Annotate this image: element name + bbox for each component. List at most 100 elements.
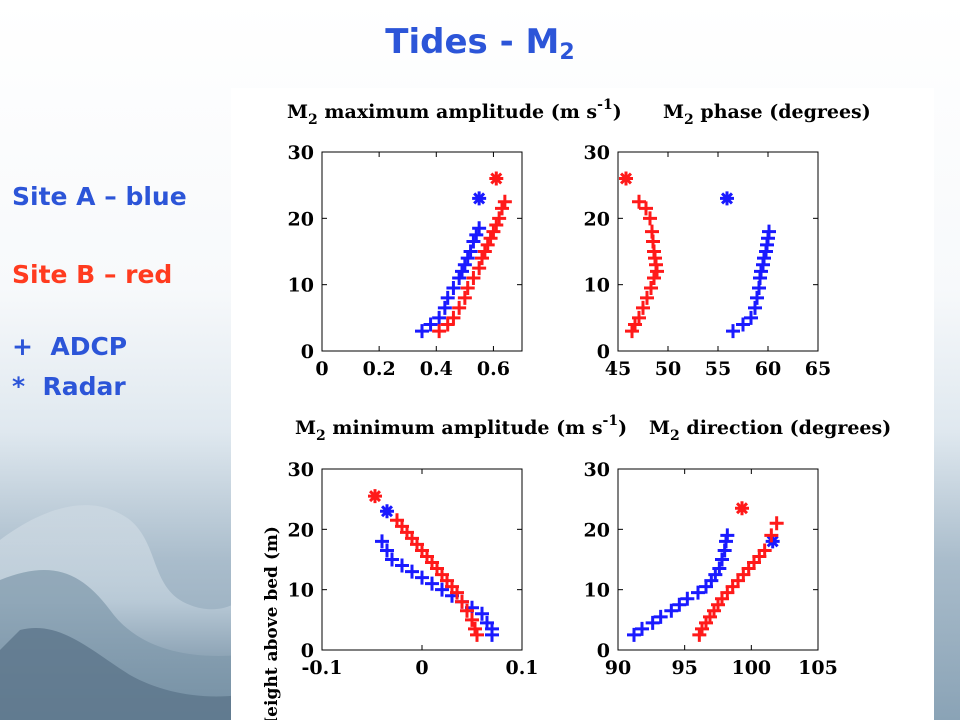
y-axis-label: Height above bed (m)	[262, 526, 282, 720]
x-tick-label: 100	[731, 657, 771, 679]
data-point-plus	[680, 591, 695, 606]
data-point-plus	[715, 552, 729, 567]
charts-figure: M2 maximum amplitude (m s-1) 0 0.2 0.4 0.6 0 1…	[262, 97, 891, 720]
x-tick-label: 65	[805, 358, 831, 380]
data-point-plus	[757, 251, 771, 266]
chart-title-part: M	[649, 417, 670, 439]
chart-title-part: M	[663, 101, 684, 123]
slide-title-main: Tides - M	[385, 22, 560, 62]
data-point-plus	[691, 585, 705, 600]
x-tick-label: 55	[705, 358, 731, 380]
chart-title: M2 direction (degrees)	[649, 417, 891, 444]
y-tick-label: 30	[584, 142, 610, 164]
data-point-plus	[748, 300, 762, 315]
data-point-plus	[625, 324, 639, 339]
data-point-plus	[432, 310, 447, 325]
data-point-plus	[477, 244, 492, 259]
chart-title-part: )	[613, 101, 622, 123]
chart-title-subscript: 2	[684, 112, 694, 128]
ocean-wave-background	[0, 505, 240, 720]
chart-title: M2 maximum amplitude (m s-1)	[287, 97, 622, 128]
data-point-plus	[455, 264, 469, 279]
data-point-plus	[635, 621, 649, 636]
legend-adcp: + ADCP	[12, 332, 128, 361]
data-point-plus	[446, 310, 461, 325]
data-point-plus	[405, 564, 419, 579]
data-point-plus	[764, 528, 779, 543]
data-point-star	[735, 501, 749, 516]
data-point-plus	[380, 543, 394, 558]
data-point-plus	[645, 224, 659, 239]
data-point-plus	[468, 621, 482, 636]
data-point-plus	[375, 534, 389, 549]
data-point-plus	[480, 615, 494, 630]
x-tick-label: 0	[415, 657, 428, 679]
x-tick-label: 95	[671, 657, 697, 679]
data-point-plus	[483, 231, 498, 246]
y-tick-label: 20	[288, 208, 314, 230]
x-tick-label: 0	[315, 358, 328, 380]
data-point-plus	[452, 300, 467, 315]
plot-frame	[321, 151, 523, 352]
chart-title: M2 phase (degrees)	[663, 101, 871, 128]
data-point-plus	[437, 300, 452, 315]
data-point-plus	[497, 194, 512, 209]
chart-title-part: M	[287, 101, 308, 123]
data-point-plus	[466, 234, 481, 249]
x-tick-label: 60	[755, 358, 781, 380]
chart-title-part: direction (degrees)	[680, 417, 891, 439]
y-tick-label: 10	[288, 275, 314, 297]
chart-title-subscript: 2	[316, 428, 326, 444]
data-point-plus	[475, 251, 489, 266]
data-point-plus	[754, 264, 768, 279]
legend-site-a: Site A – blue	[12, 182, 187, 211]
x-tick-label: 0.2	[363, 358, 396, 380]
data-point-star	[380, 504, 394, 519]
data-point-plus	[423, 317, 438, 332]
y-tick-label: 0	[597, 640, 610, 662]
y-tick-label: 30	[288, 142, 314, 164]
data-point-plus	[446, 280, 461, 295]
legend-radar: * Radar	[12, 372, 126, 401]
data-point-plus	[736, 317, 750, 332]
data-point-plus	[480, 237, 495, 252]
data-point-plus	[645, 615, 660, 630]
y-tick-label: 0	[301, 640, 314, 662]
data-point-plus	[664, 603, 679, 618]
data-point-plus	[492, 211, 507, 226]
data-point-plus	[460, 251, 475, 266]
data-point-plus	[472, 221, 487, 236]
data-point-plus	[489, 217, 504, 232]
legend-site-b: Site B – red	[12, 260, 173, 289]
data-point-plus	[452, 271, 467, 286]
y-tick-label: 20	[584, 208, 610, 230]
chart-title-subscript: 2	[308, 112, 318, 128]
data-point-plus	[640, 290, 654, 305]
chart-2: M2 phase (degrees) 45 50 55 60 65 0 10 20 30	[584, 101, 871, 380]
y-tick-label: 20	[584, 519, 610, 541]
y-tick-label: 20	[288, 519, 314, 541]
data-point-plus	[460, 603, 474, 618]
data-point-star	[368, 489, 382, 504]
data-point-plus	[385, 552, 399, 567]
x-tick-label: 0.4	[420, 358, 453, 380]
x-tick-label: 0.6	[477, 358, 510, 380]
data-point-plus	[495, 201, 509, 216]
data-point-plus	[632, 194, 646, 209]
data-point-plus	[466, 271, 481, 286]
x-tick-label: 50	[655, 358, 681, 380]
chart-3: M2 minimum amplitude (m s-1)-0.1 0 0.10102…	[262, 413, 627, 720]
data-point-plus	[415, 570, 429, 585]
data-point-plus	[644, 280, 658, 295]
data-point-plus	[475, 606, 489, 621]
data-point-plus	[390, 513, 404, 528]
data-point-plus	[457, 257, 472, 272]
data-point-plus	[415, 324, 429, 339]
chart-title-subscript: 2	[670, 428, 680, 444]
chart-title-part: M	[295, 417, 316, 439]
data-point-plus	[643, 211, 657, 226]
data-point-star	[619, 171, 633, 186]
y-tick-label: 10	[584, 275, 610, 297]
data-point-plus	[750, 290, 764, 305]
data-point-plus	[653, 609, 668, 624]
